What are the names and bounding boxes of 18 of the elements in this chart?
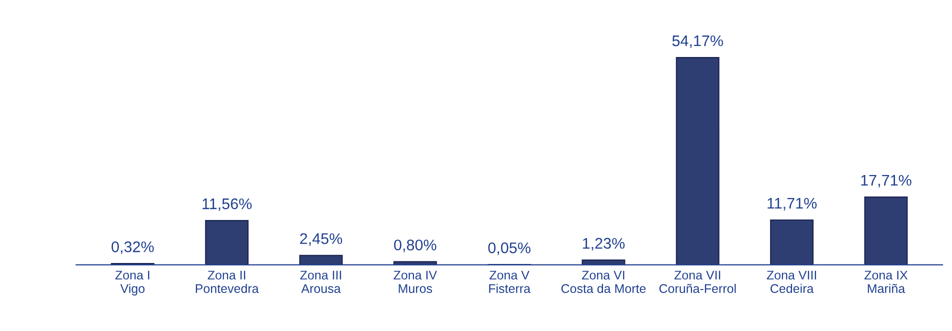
data-label: 1,23% [582, 238, 625, 251]
x-tick-label: Zona II Pontevedra [196, 270, 259, 293]
data-label: 0,80% [394, 240, 436, 252]
x-tick-label: Zona VII Coruña-Ferrol [659, 270, 736, 293]
x-tick-label: Zona VI Costa da Morte [561, 270, 646, 293]
x-tick-label: Zona IX Mariña [864, 270, 908, 293]
x-tick-label: Zona IV Muros [394, 270, 437, 293]
x-tick-label: Zona V Fisterra [489, 270, 531, 293]
x-tick-label: Zona I Vigo [115, 270, 150, 296]
x-tick-label: Zona III Arousa [300, 270, 342, 293]
data-label: 11,56% [202, 198, 252, 212]
data-label: 11,71% [768, 198, 817, 210]
x-tick-label: Zona VIII Cedeira [766, 270, 816, 293]
data-label: 0,05% [488, 242, 530, 256]
data-label: 54,17% [672, 35, 724, 48]
data-label: 0,32% [112, 241, 154, 254]
data-label: 17,71% [861, 174, 912, 188]
data-label: 2,45% [300, 233, 342, 246]
